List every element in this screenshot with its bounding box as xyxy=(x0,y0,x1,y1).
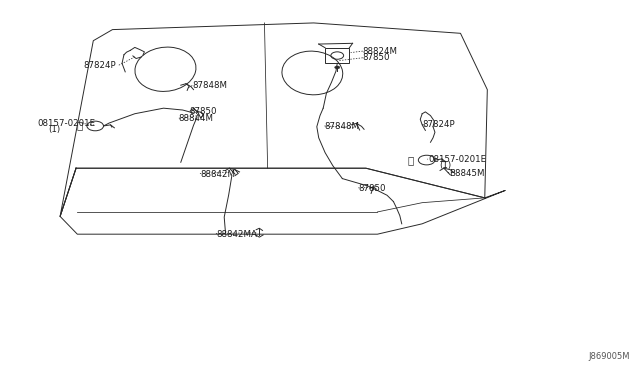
Text: 87850: 87850 xyxy=(189,108,217,116)
Text: 87848M: 87848M xyxy=(192,81,227,90)
Text: 87850: 87850 xyxy=(358,184,386,193)
Text: 87850: 87850 xyxy=(363,53,390,62)
Text: 88844M: 88844M xyxy=(179,114,214,123)
Text: (1): (1) xyxy=(439,161,451,170)
Text: 88842MA: 88842MA xyxy=(216,230,257,239)
Text: 08157-0201E: 08157-0201E xyxy=(38,119,96,128)
Text: 87824P: 87824P xyxy=(422,121,455,129)
Text: Ⓑ: Ⓑ xyxy=(76,121,83,131)
Text: 87848M: 87848M xyxy=(324,122,360,131)
Text: 08157-0201E: 08157-0201E xyxy=(428,155,486,164)
Text: 88842M: 88842M xyxy=(200,170,235,179)
Text: 87824P: 87824P xyxy=(84,61,116,70)
Text: 88824M: 88824M xyxy=(363,46,398,55)
Text: Ⓡ: Ⓡ xyxy=(408,155,414,165)
Text: J869005M: J869005M xyxy=(588,352,630,361)
Text: (1): (1) xyxy=(49,125,61,134)
Text: B8845M: B8845M xyxy=(449,169,484,177)
Circle shape xyxy=(335,66,340,69)
